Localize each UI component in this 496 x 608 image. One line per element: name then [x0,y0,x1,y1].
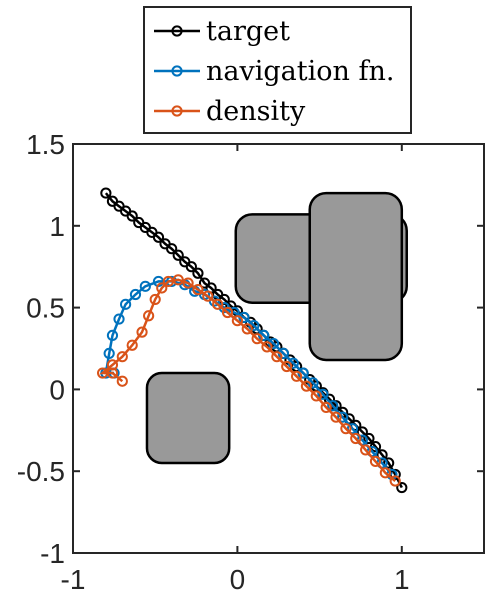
data-point [136,326,148,338]
legend-label: density [206,96,306,127]
legend-label: navigation fn. [206,56,394,87]
x-tick-label: -1 [61,564,86,595]
data-point [300,380,313,392]
data-point [149,293,161,306]
y-tick-label: 1.5 [26,129,65,160]
y-tick-label: -0.5 [17,456,65,487]
series-density [96,274,401,487]
legend-swatch-marker [171,105,183,117]
data-point [396,481,408,494]
axes-box [72,143,485,554]
series-line-density [99,278,397,482]
data-point [120,298,132,310]
data-point [221,306,234,319]
data-point [356,426,368,438]
data-point [166,243,178,255]
data-point [337,411,349,423]
legend-label: target [206,16,290,47]
data-point [330,411,342,423]
data-point [281,360,293,373]
data-point [340,423,352,435]
obstacles [145,191,408,465]
data-point [192,284,204,296]
data-point [327,400,339,412]
data-point [185,261,197,273]
data-point [379,467,391,479]
data-point [172,274,184,286]
data-point [192,267,204,279]
data-point [116,351,128,363]
data-point [129,288,142,301]
legend-item-density: density [154,96,306,127]
data-point [363,432,375,445]
data-point [241,323,253,335]
data-point [389,475,401,487]
x-tick-label: 1 [394,564,410,595]
axes: -1 0 1 -1 -0.5 0 0.5 1 1.5 [17,129,485,595]
data-point [156,282,168,294]
legend: target navigation fn. density [143,6,412,134]
data-point [143,310,155,322]
y-tick-label: 1 [49,211,65,242]
data-point [182,277,194,289]
data-point [271,351,283,363]
data-point [212,298,224,310]
data-point [172,249,184,261]
data-point [139,280,151,292]
data-point [261,341,273,353]
x-tick-label: 0 [230,564,246,595]
data-point [100,187,112,199]
data-point [376,449,388,461]
data-point [152,231,165,243]
data-point [317,388,329,400]
data-point [360,444,372,456]
data-point [106,329,119,342]
legend-swatch-marker [171,25,183,37]
data-point [383,457,395,469]
obstacle-upper-tall [308,191,404,362]
obstacle-lower-left [145,371,231,465]
legend-item-navigation-fn: navigation fn. [154,56,394,87]
y-tick-label: -1 [40,538,65,569]
data-point [202,290,214,302]
data-point [96,367,109,379]
data-point [103,347,115,360]
legend-swatch-marker [171,65,183,77]
data-point [106,359,119,371]
data-point [346,423,359,435]
data-point [290,370,303,382]
data-point [350,432,362,445]
data-point [310,390,322,402]
data-point [320,401,332,413]
data-point [126,339,138,351]
data-point [116,375,128,387]
legend-item-target: target [154,16,290,47]
data-point [231,315,243,327]
y-tick-label: 0 [49,374,65,405]
data-point [113,313,125,325]
data-point [251,333,263,345]
y-tick-label: 0.5 [26,293,65,324]
data-point [369,455,382,467]
series [96,187,408,494]
data-point [126,210,138,222]
